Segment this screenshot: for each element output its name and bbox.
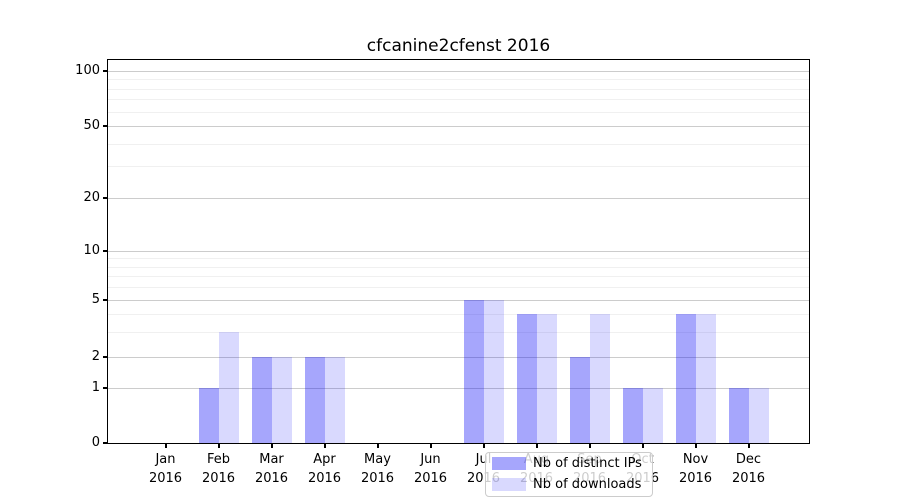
y-tick-label-50: 50 (83, 118, 100, 133)
x-label-year: 2016 (307, 471, 342, 486)
x-tick-label-nov: Nov 2016 (666, 450, 726, 488)
gridline-major-10 (108, 251, 809, 252)
x-label-month: Feb (206, 452, 231, 467)
y-tick-label-20: 20 (83, 190, 100, 205)
y-tick-label-2: 2 (91, 349, 100, 364)
x-label-year: 2016 (678, 471, 713, 486)
y-tick-5 (103, 299, 107, 301)
bar-distinct-ips-nov (675, 313, 696, 443)
gridline-minor-90 (108, 79, 809, 81)
legend-label: Nb of distinct IPs (533, 456, 642, 471)
x-tick-apr (323, 444, 326, 448)
x-label-month: Dec (735, 452, 762, 467)
bar-downloads-apr (324, 357, 345, 443)
bar-distinct-ips-jul (463, 300, 484, 443)
legend-entry-distinct-ips: Nb of distinct IPs (486, 453, 652, 474)
x-tick-label-dec: Dec 2016 (719, 450, 779, 488)
x-tick-mar (270, 444, 273, 448)
gridline-major-50 (108, 126, 809, 127)
x-label-month: May (364, 452, 391, 467)
bar-downloads-jul (483, 300, 504, 443)
x-label-month: Mar (259, 452, 284, 467)
bar-downloads-feb (218, 331, 239, 443)
legend-entry-downloads: Nb of downloads (486, 474, 652, 495)
gridline-major-100 (108, 71, 809, 72)
x-label-month: Apr (313, 452, 336, 467)
y-tick-label-1: 1 (91, 380, 100, 395)
x-label-year: 2016 (254, 471, 289, 486)
gridline-minor-3 (108, 331, 809, 333)
x-label-year: 2016 (148, 471, 183, 486)
chart-title: cfcanine2cfenst 2016 (366, 36, 551, 56)
y-tick-label-100: 100 (75, 63, 100, 78)
x-tick-feb (217, 444, 220, 448)
legend-swatch-distinct-ips (492, 457, 526, 470)
y-tick-20 (103, 197, 107, 199)
bar-distinct-ips-mar (251, 357, 272, 443)
x-tick-label-apr: Apr 2016 (295, 450, 355, 488)
y-tick-10 (103, 250, 107, 252)
gridline-minor-6 (108, 287, 809, 289)
bar-downloads-mar (271, 357, 292, 443)
x-label-year: 2016 (731, 471, 766, 486)
x-tick-label-may: May 2016 (348, 450, 408, 488)
x-label-year: 2016 (201, 471, 236, 486)
bar-downloads-oct (642, 388, 663, 443)
gridline-major-20 (108, 198, 809, 199)
y-tick-label-10: 10 (83, 243, 100, 258)
bar-downloads-nov (695, 313, 716, 443)
bar-distinct-ips-sep (569, 357, 590, 443)
x-tick-jul (482, 444, 485, 448)
gridline-major-1 (108, 388, 809, 389)
gridline-minor-40 (108, 143, 809, 145)
y-tick-label-0: 0 (91, 435, 100, 450)
plot-area: Nb of distinct IPs Nb of downloads (107, 59, 810, 497)
x-tick-dec (747, 444, 750, 448)
gridline-minor-8 (108, 266, 809, 268)
x-tick-sep (588, 444, 591, 448)
gridline-minor-60 (108, 111, 809, 113)
x-tick-jun (429, 444, 432, 448)
bar-distinct-ips-feb (198, 388, 219, 443)
bar-downloads-dec (748, 388, 769, 443)
bar-distinct-ips-oct (622, 388, 643, 443)
bar-downloads-aug (536, 313, 557, 443)
gridline-major-2 (108, 357, 809, 358)
bar-distinct-ips-dec (728, 388, 749, 443)
x-label-year: 2016 (413, 471, 448, 486)
gridline-minor-80 (108, 88, 809, 90)
x-label-year: 2016 (360, 471, 395, 486)
gridline-minor-4 (108, 313, 809, 315)
bar-downloads-sep (589, 313, 610, 443)
x-tick-oct (641, 444, 644, 448)
bar-distinct-ips-aug (516, 313, 537, 443)
gridline-minor-30 (108, 166, 809, 168)
gridline-major-5 (108, 300, 809, 301)
y-tick-50 (103, 125, 107, 127)
legend: Nb of distinct IPs Nb of downloads (485, 452, 653, 497)
y-tick-2 (103, 356, 107, 358)
x-label-month: Nov (682, 452, 709, 467)
x-tick-label-feb: Feb 2016 (189, 450, 249, 488)
x-label-month: Jan (155, 452, 176, 467)
x-tick-may (376, 444, 379, 448)
bar-distinct-ips-apr (304, 357, 325, 443)
x-tick-label-jun: Jun 2016 (401, 450, 461, 488)
y-tick-label-5: 5 (91, 292, 100, 307)
legend-label: Nb of downloads (533, 477, 642, 492)
x-tick-jan (164, 444, 167, 448)
gridline-minor-70 (108, 99, 809, 101)
legend-swatch-downloads (492, 478, 526, 491)
x-tick-nov (694, 444, 697, 448)
x-label-month: Jun (420, 452, 441, 467)
gridline-minor-7 (108, 276, 809, 278)
y-tick-0 (103, 442, 107, 444)
y-tick-1 (103, 387, 107, 389)
gridline-minor-9 (108, 258, 809, 260)
x-tick-label-mar: Mar 2016 (242, 450, 302, 488)
y-tick-100 (103, 70, 107, 72)
x-tick-aug (535, 444, 538, 448)
x-tick-label-jan: Jan 2016 (136, 450, 196, 488)
